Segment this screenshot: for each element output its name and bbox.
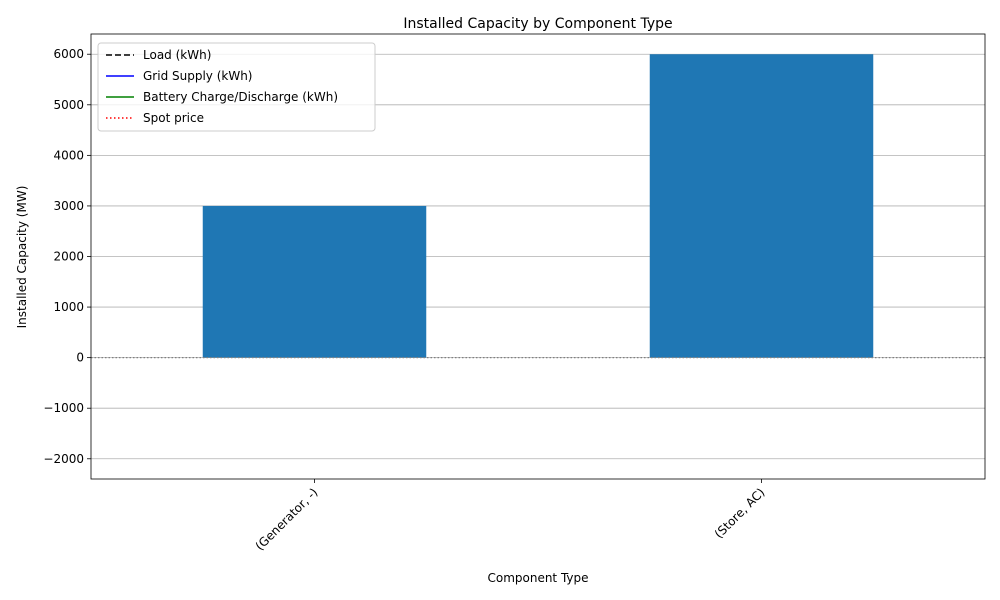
x-axis-label: Component Type bbox=[487, 571, 588, 585]
y-tick-label: 2000 bbox=[53, 250, 84, 264]
x-tick-label: (Store, AC) bbox=[712, 485, 768, 541]
bar-0 bbox=[202, 205, 427, 358]
chart-title: Installed Capacity by Component Type bbox=[403, 16, 672, 32]
y-tick-label: 1000 bbox=[53, 300, 84, 314]
legend-label-1: Grid Supply (kWh) bbox=[143, 69, 253, 83]
y-tick-label: 5000 bbox=[53, 98, 84, 112]
legend-label-0: Load (kWh) bbox=[143, 48, 211, 62]
y-axis: −2000 −1000 0 1000 2000 3000 4000 5000 6000 bbox=[43, 47, 91, 466]
y-tick-label: 6000 bbox=[53, 47, 84, 61]
y-tick-label: −2000 bbox=[43, 452, 84, 466]
x-axis: (Generator, -) (Store, AC) bbox=[253, 479, 768, 553]
bar-1 bbox=[649, 54, 874, 358]
bars bbox=[202, 54, 874, 358]
y-tick-label: 4000 bbox=[53, 148, 84, 162]
y-tick-label: 3000 bbox=[53, 199, 84, 213]
y-axis-label: Installed Capacity (MW) bbox=[15, 186, 29, 329]
y-tick-label: −1000 bbox=[43, 401, 84, 415]
legend-label-2: Battery Charge/Discharge (kWh) bbox=[143, 90, 338, 104]
legend: Load (kWh) Grid Supply (kWh) Battery Charg… bbox=[97, 42, 376, 132]
y-tick-label: 0 bbox=[76, 351, 84, 365]
legend-label-3: Spot price bbox=[143, 111, 204, 125]
legend-box bbox=[97, 42, 376, 132]
x-tick-label: (Generator, -) bbox=[253, 485, 321, 553]
